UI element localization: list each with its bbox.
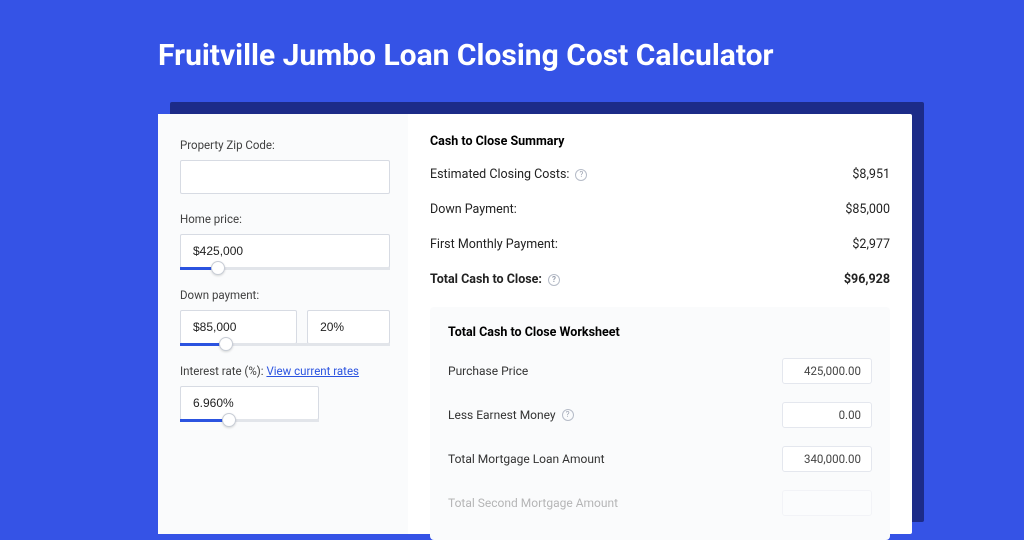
- zip-input[interactable]: [180, 160, 390, 194]
- interest-rate-label-text: Interest rate (%):: [180, 364, 264, 378]
- summary-row-label: Down Payment:: [430, 202, 517, 217]
- summary-row: First Monthly Payment: $2,977: [430, 237, 890, 252]
- summary-title: Cash to Close Summary: [430, 134, 890, 149]
- page-title: Fruitville Jumbo Loan Closing Cost Calcu…: [0, 0, 1024, 73]
- summary-row-value: $85,000: [845, 202, 890, 217]
- slider-thumb[interactable]: [219, 337, 233, 351]
- results-column: Cash to Close Summary Estimated Closing …: [408, 114, 912, 534]
- interest-rate-label: Interest rate (%): View current rates: [180, 364, 390, 378]
- help-icon[interactable]: ?: [575, 169, 587, 181]
- slider-thumb[interactable]: [211, 261, 225, 275]
- down-payment-field: Down payment:: [180, 288, 390, 346]
- summary-row-value: $8,951: [852, 167, 890, 182]
- worksheet-panel: Total Cash to Close Worksheet Purchase P…: [430, 307, 890, 540]
- view-rates-link[interactable]: View current rates: [266, 364, 359, 378]
- interest-rate-input[interactable]: [180, 386, 319, 420]
- summary-row-value: $2,977: [852, 237, 890, 252]
- worksheet-row-label: Total Mortgage Loan Amount: [448, 452, 605, 466]
- zip-label: Property Zip Code:: [180, 138, 390, 152]
- worksheet-row-value[interactable]: 0.00: [782, 402, 872, 428]
- worksheet-row-label: Less Earnest Money: [448, 408, 556, 422]
- home-price-field: Home price:: [180, 212, 390, 270]
- summary-row: Down Payment: $85,000: [430, 202, 890, 217]
- worksheet-row-label: Purchase Price: [448, 364, 528, 378]
- down-payment-percent-input[interactable]: [307, 310, 390, 344]
- worksheet-title: Total Cash to Close Worksheet: [448, 325, 872, 340]
- inputs-column: Property Zip Code: Home price: Down paym…: [158, 114, 408, 534]
- summary-row-label: Estimated Closing Costs:: [430, 167, 569, 182]
- help-icon[interactable]: ?: [548, 274, 560, 286]
- zip-field: Property Zip Code:: [180, 138, 390, 194]
- home-price-slider[interactable]: [180, 267, 390, 270]
- worksheet-row: Less Earnest Money ? 0.00: [448, 402, 872, 428]
- summary-total-value: $96,928: [844, 272, 890, 287]
- worksheet-row: Purchase Price 425,000.00: [448, 358, 872, 384]
- down-payment-amount-input[interactable]: [180, 310, 297, 344]
- summary-row-label: First Monthly Payment:: [430, 237, 558, 252]
- worksheet-row: Total Mortgage Loan Amount 340,000.00: [448, 446, 872, 472]
- interest-rate-slider[interactable]: [180, 419, 319, 422]
- home-price-label: Home price:: [180, 212, 390, 226]
- summary-row: Estimated Closing Costs: ? $8,951: [430, 167, 890, 182]
- help-icon[interactable]: ?: [562, 409, 574, 421]
- summary-total-label: Total Cash to Close:: [430, 272, 542, 287]
- summary-total-row: Total Cash to Close: ? $96,928: [430, 272, 890, 287]
- worksheet-row-value[interactable]: [782, 490, 872, 516]
- slider-thumb[interactable]: [222, 413, 236, 427]
- worksheet-row-label: Total Second Mortgage Amount: [448, 496, 618, 510]
- worksheet-row-value[interactable]: 425,000.00: [782, 358, 872, 384]
- worksheet-row-value[interactable]: 340,000.00: [782, 446, 872, 472]
- calculator-panel: Property Zip Code: Home price: Down paym…: [158, 114, 912, 534]
- down-payment-label: Down payment:: [180, 288, 390, 302]
- worksheet-row: Total Second Mortgage Amount: [448, 490, 872, 516]
- down-payment-slider[interactable]: [180, 343, 390, 346]
- interest-rate-field: Interest rate (%): View current rates: [180, 364, 390, 422]
